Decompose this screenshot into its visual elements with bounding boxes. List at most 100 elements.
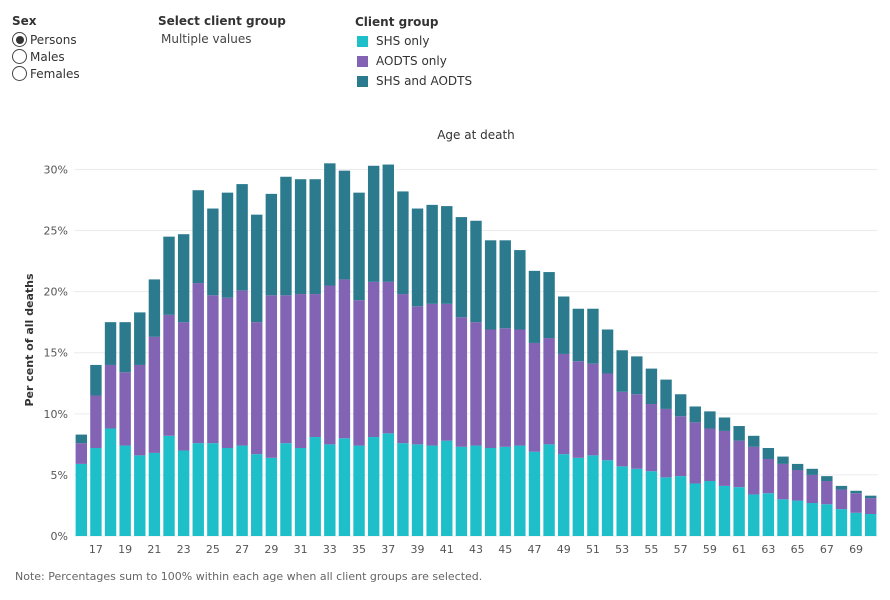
bar-segment[interactable] [134,312,146,365]
bar-segment[interactable] [148,336,161,453]
bar-segment[interactable] [221,448,234,536]
bar-segment[interactable] [353,192,365,301]
bar-segment[interactable] [762,493,775,536]
bar-segment[interactable] [207,443,219,536]
bar-segment[interactable] [821,476,833,482]
bar-segment[interactable] [718,485,731,536]
bar-segment[interactable] [674,416,687,477]
bar-segment[interactable] [821,504,833,536]
bar-segment[interactable] [835,489,848,510]
bar-segment[interactable] [294,294,307,449]
bar-segment[interactable] [265,295,278,458]
bar-segment[interactable] [558,353,570,455]
bar-segment[interactable] [309,294,321,438]
bar-segment[interactable] [470,322,482,446]
bar-segment[interactable] [850,512,862,536]
bar-segment[interactable] [90,395,102,449]
bar-segment[interactable] [587,455,599,536]
bar-segment[interactable] [558,454,570,536]
bar-segment[interactable] [484,329,497,449]
bar-segment[interactable] [324,163,336,286]
bar-segment[interactable] [514,445,526,536]
bar-segment[interactable] [528,451,541,536]
bar-segment[interactable] [601,373,614,461]
bar-segment[interactable] [806,503,818,536]
bar-segment[interactable] [367,437,380,536]
bar-segment[interactable] [587,363,599,456]
bar-segment[interactable] [528,270,541,343]
bar-segment[interactable] [616,391,628,467]
bar-segment[interactable] [455,446,468,536]
bar-segment[interactable] [631,356,643,395]
radio-empty-icon[interactable] [12,49,27,64]
bar-segment[interactable] [251,454,263,536]
bar-segment[interactable] [441,303,453,441]
bar-segment[interactable] [236,184,248,291]
bar-segment[interactable] [134,455,146,536]
bar-segment[interactable] [411,306,424,445]
bar-segment[interactable] [806,468,818,475]
bar-segment[interactable] [163,314,175,436]
bar-segment[interactable] [236,290,248,446]
bar-segment[interactable] [265,193,278,296]
bar-segment[interactable] [75,443,88,464]
bar-segment[interactable] [674,476,687,536]
bar-segment[interactable] [236,445,248,536]
bar-segment[interactable] [90,364,102,396]
bar-segment[interactable] [192,283,204,444]
legend-item-aodts-only[interactable]: AODTS only [357,54,447,68]
bar-segment[interactable] [791,470,804,501]
bar-segment[interactable] [631,468,643,536]
bar-segment[interactable] [733,487,745,537]
bar-segment[interactable] [251,322,263,455]
bar-segment[interactable] [338,438,351,536]
bar-segment[interactable] [90,448,102,536]
legend-item-shs-only[interactable]: SHS only [357,34,429,48]
bar-segment[interactable] [382,164,394,282]
bar-segment[interactable] [835,509,848,536]
bar-segment[interactable] [75,463,88,536]
bar-segment[interactable] [558,296,570,354]
bar-segment[interactable] [499,240,511,329]
bar-segment[interactable] [207,208,219,296]
bar-segment[interactable] [587,308,599,364]
bar-segment[interactable] [572,457,585,536]
bar-segment[interactable] [382,281,394,434]
bar-segment[interactable] [119,322,131,373]
bar-segment[interactable] [718,430,731,486]
bar-segment[interactable] [601,329,614,374]
bar-segment[interactable] [148,452,161,536]
bar-segment[interactable] [616,350,628,392]
bar-segment[interactable] [660,379,672,409]
bar-segment[interactable] [280,295,292,444]
legend-item-shs-and-aodts[interactable]: SHS and AODTS [357,74,472,88]
bar-segment[interactable] [645,471,658,536]
bar-segment[interactable] [221,192,234,298]
bar-segment[interactable] [280,176,292,296]
sex-option-females[interactable]: Females [12,66,80,81]
bar-segment[interactable] [572,361,585,458]
bar-segment[interactable] [850,493,862,513]
bar-segment[interactable] [704,428,716,482]
bar-segment[interactable] [397,191,409,295]
bar-segment[interactable] [119,445,131,536]
bar-segment[interactable] [748,446,760,495]
bar-segment[interactable] [660,408,672,478]
bar-segment[interactable] [75,434,88,444]
bar-segment[interactable] [762,459,775,494]
bar-segment[interactable] [192,443,204,536]
bar-segment[interactable] [484,448,497,536]
bar-segment[interactable] [645,404,658,472]
sex-option-persons[interactable]: Persons [12,32,77,47]
bar-segment[interactable] [397,294,409,444]
bar-segment[interactable] [294,448,307,536]
client-group-filter-value[interactable]: Multiple values [161,32,252,46]
bar-segment[interactable] [674,394,687,417]
bar-segment[interactable] [192,190,204,284]
bar-segment[interactable] [265,457,278,536]
bar-segment[interactable] [499,328,511,447]
bar-segment[interactable] [660,477,672,536]
bar-segment[interactable] [864,514,877,536]
bar-segment[interactable] [645,368,658,405]
sex-option-males[interactable]: Males [12,49,65,64]
